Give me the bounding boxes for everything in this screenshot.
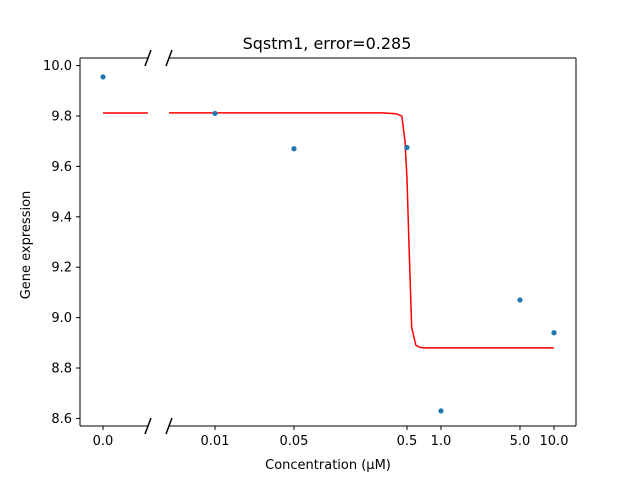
axis-break-mark bbox=[165, 417, 173, 435]
data-point bbox=[291, 146, 297, 152]
x-tick-label: 0.01 bbox=[201, 434, 230, 449]
axis-break-mark bbox=[165, 49, 173, 67]
x-tick-label: 0.5 bbox=[397, 434, 418, 449]
y-tick-label: 9.6 bbox=[51, 160, 72, 175]
x-tick-label: 5.0 bbox=[510, 434, 531, 449]
x-tick-label: 0.05 bbox=[280, 434, 309, 449]
fit-curve-line bbox=[169, 112, 554, 349]
data-point bbox=[438, 408, 444, 414]
axis-break-mark bbox=[144, 417, 152, 435]
y-tick-label: 9.4 bbox=[51, 210, 72, 225]
y-axis-label: Gene expression bbox=[19, 191, 34, 300]
y-tick-label: 9.8 bbox=[51, 109, 72, 124]
data-point bbox=[551, 330, 557, 336]
data-point bbox=[517, 297, 523, 303]
data-point bbox=[100, 74, 106, 80]
y-tick-label: 8.6 bbox=[51, 412, 72, 427]
x-tick-label: 1.0 bbox=[431, 434, 452, 449]
data-point bbox=[212, 110, 218, 117]
y-tick-label: 8.8 bbox=[51, 362, 72, 377]
y-tick-label: 9.2 bbox=[51, 261, 72, 276]
chart-title: Sqstm1, error=0.285 bbox=[243, 34, 412, 53]
x-axis-label: Concentration (μM) bbox=[265, 458, 391, 473]
plot-area: 8.6 8.8 9.0 9.2 9.4 9.6 9.8 10.0 0.0 0.01 0.05 0.5 1… bbox=[43, 49, 577, 449]
y-tick-label: 10.0 bbox=[43, 59, 72, 74]
x-tick-label: 10.0 bbox=[540, 434, 569, 449]
axis-break-mark bbox=[144, 49, 152, 67]
x-tick-label: 0.0 bbox=[93, 434, 114, 449]
data-point bbox=[404, 144, 410, 151]
y-tick-label: 9.0 bbox=[51, 311, 72, 326]
